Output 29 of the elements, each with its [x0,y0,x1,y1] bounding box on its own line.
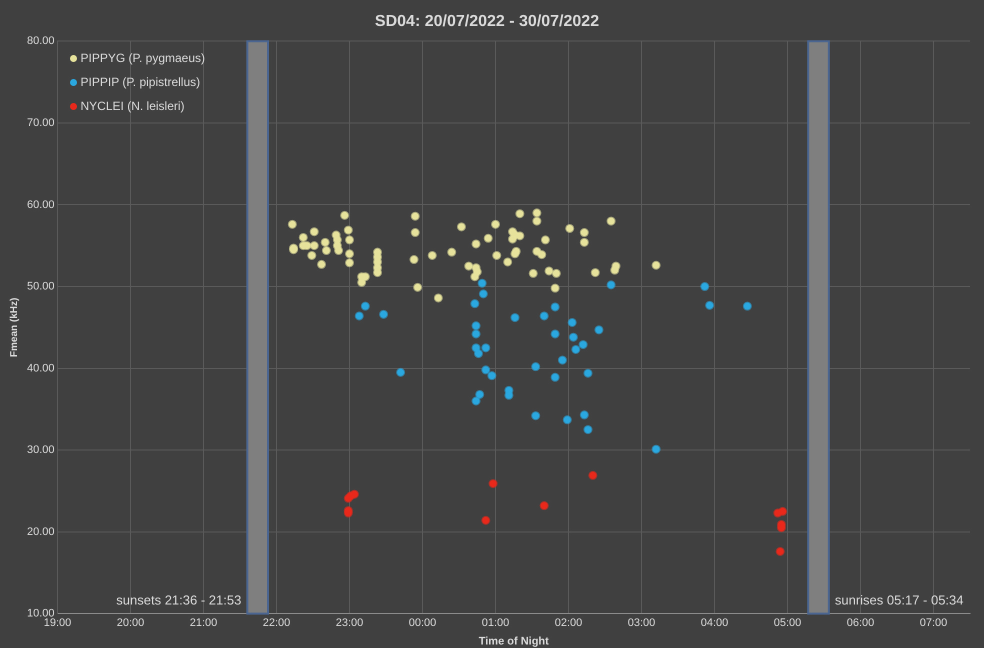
x-tick-label: 01:00 [482,617,510,630]
y-tick-label: 20.00 [26,526,55,538]
x-axis-title: Time of Night [478,635,550,648]
x-tick-label: 20:00 [116,617,144,630]
y-tick-label: 50.00 [26,280,55,293]
y-tick-label: 10.00 [26,608,55,620]
legend-label: NYCLEI (N. leisleri) [80,99,185,114]
band-label: sunsets 21:36 - 21:53 [116,592,242,608]
legend-label: PIPPIP (P. pipistrellus) [80,75,200,90]
x-tick-label: 05:00 [774,617,802,630]
x-tick-label: 19:00 [44,617,72,630]
x-tick-label: 02:00 [554,617,582,630]
band-label: sunrises 05:17 - 05:34 [834,592,964,608]
x-tick-label: 03:00 [628,617,656,630]
y-axis-title: Fmean (kHz) [8,298,20,358]
y-tick-label: 70.00 [26,117,55,130]
x-tick-label: 23:00 [336,617,364,630]
x-tick-label: 21:00 [190,617,218,630]
x-tick-label: 22:00 [262,617,290,630]
x-tick-label: 00:00 [408,617,436,630]
chart-title: SD04: 20/07/2022 - 30/07/2022 [374,13,600,30]
y-tick-label: 80.00 [26,35,55,48]
y-tick-label: 60.00 [26,198,55,211]
y-tick-label: 40.00 [26,362,55,374]
x-tick-label: 06:00 [846,617,874,630]
x-tick-label: 07:00 [920,617,948,630]
y-tick-label: 30.00 [26,444,55,456]
x-tick-label: 04:00 [700,617,728,630]
legend-label: PIPPYG (P. pygmaeus) [80,51,206,66]
